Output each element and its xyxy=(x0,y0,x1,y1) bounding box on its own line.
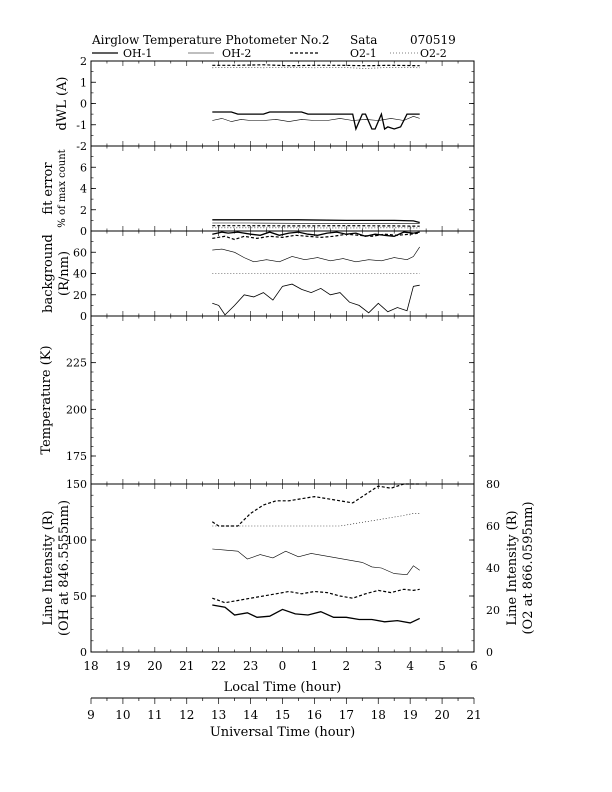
x-tick-label-local: 21 xyxy=(179,659,194,673)
legend-label-oh-2: OH-2 xyxy=(222,47,251,60)
observation-date: 070519 xyxy=(410,33,456,47)
y-tick-label: 4 xyxy=(80,183,87,196)
x-tick-label-ut: 15 xyxy=(275,708,290,722)
x-tick-label-ut: 21 xyxy=(466,708,481,722)
y2-tick-label: 20 xyxy=(486,604,500,617)
legend-label-o2-1: O2-1 xyxy=(350,47,377,60)
x-tick-label-local: 2 xyxy=(343,659,351,673)
panel-frame xyxy=(90,145,475,232)
series-line-o2-1 xyxy=(212,225,420,227)
series-line-o2-2 xyxy=(212,67,420,69)
panel-4: 225 200 175 Temperature (K) xyxy=(39,315,475,485)
y2-tick-label: 0 xyxy=(486,646,493,659)
series-line-o2-1 xyxy=(212,232,420,241)
x-tick-label-local: 5 xyxy=(438,659,446,673)
series-line-oh-2 xyxy=(212,115,420,122)
series-line-oh-1 xyxy=(212,219,420,224)
y-tick-label: 2 xyxy=(80,55,87,68)
panel-frame xyxy=(90,60,475,147)
y-tick-label: 0 xyxy=(80,225,87,238)
x-axis-label-ut: Universal Time (hour) xyxy=(210,725,355,740)
y-tick-label: 100 xyxy=(66,534,87,547)
site-name: Sata xyxy=(350,33,377,47)
y2-tick-label: 40 xyxy=(486,562,500,575)
series-line-oh-1 xyxy=(212,111,420,132)
x-tick-label-local: 3 xyxy=(374,659,382,673)
y-tick-label: -2 xyxy=(76,140,87,153)
panel-frame xyxy=(90,315,475,485)
y-axis-label-secondary: (R/nm) xyxy=(57,251,72,296)
series-line-oh-2 xyxy=(212,548,420,576)
y-tick-label: 20 xyxy=(73,289,87,302)
series-line-oh-2 xyxy=(212,222,420,224)
series-line-oh-1-background xyxy=(212,283,420,316)
y-axis-label: fit error xyxy=(41,162,56,215)
x-tick-label-local: 4 xyxy=(406,659,414,673)
y-tick-label: 2 xyxy=(80,204,87,217)
x-tick-label-local: 23 xyxy=(243,659,258,673)
x-tick-label-ut: 9 xyxy=(87,708,95,722)
y-axis-label: Temperature (K) xyxy=(39,345,54,454)
x-tick-label-ut: 19 xyxy=(403,708,418,722)
series-line-o2-2 xyxy=(212,513,420,527)
y-tick-label: 0 xyxy=(80,98,87,111)
legend-label-o2-2: O2-2 xyxy=(420,47,447,60)
series-line-oh-1 xyxy=(212,604,420,624)
x-tick-label-ut: 14 xyxy=(243,708,259,722)
x-tick-label-ut: 17 xyxy=(339,708,354,722)
series-line-oh-1 xyxy=(212,231,420,237)
y2-axis-label: Line Intensity (R) xyxy=(505,510,520,625)
series-line-oh-dashed xyxy=(212,588,420,604)
legend: OH-1 OH-2 O2-1 O2-2 xyxy=(92,47,447,60)
y-tick-label: 175 xyxy=(66,450,87,463)
y-tick-label: 60 xyxy=(73,246,87,259)
figure-header: Airglow Temperature Photometer No.2 Sata… xyxy=(91,33,456,47)
x-tick-label-ut: 20 xyxy=(434,708,449,722)
x-tick-label-local: 19 xyxy=(115,659,130,673)
x-tick-label-local: 0 xyxy=(279,659,287,673)
y-tick-label: 40 xyxy=(73,268,87,281)
x-tick-label-local: 1 xyxy=(311,659,319,673)
y2-tick-label: 80 xyxy=(486,478,500,491)
y-tick-label: 225 xyxy=(66,357,87,370)
series-line-o2-1 xyxy=(212,64,420,67)
y-tick-label: 200 xyxy=(66,403,87,416)
x-tick-label-ut: 12 xyxy=(179,708,194,722)
x-tick-label-local: 20 xyxy=(147,659,162,673)
x-tick-label-local: 6 xyxy=(470,659,478,673)
legend-label-oh-1: OH-1 xyxy=(123,47,152,60)
x-tick-label-ut: 16 xyxy=(307,708,322,722)
y2-axis-label-secondary: (O2 at 866.0595nm) xyxy=(521,501,536,634)
y-tick-label: 6 xyxy=(80,161,87,174)
y-axis-label: background xyxy=(41,234,56,313)
y-axis-label-secondary: % of max count xyxy=(57,149,68,227)
panel-1: 2 1 0 -1 -2 dWL (A) xyxy=(55,55,475,153)
x-tick-label-ut: 18 xyxy=(371,708,386,722)
y2-tick-label: 60 xyxy=(486,520,500,533)
y-axis-label: Line Intensity (R) xyxy=(41,510,56,625)
series-line-oh-2 xyxy=(212,246,420,263)
panel-2: 6 4 2 0 fit error% of max count xyxy=(41,145,475,238)
x-axis-label-local: Local Time (hour) xyxy=(224,680,342,695)
x-tick-label-ut: 11 xyxy=(147,708,162,722)
y-tick-label: 150 xyxy=(66,478,87,491)
y-tick-label: 1 xyxy=(80,76,87,89)
series-line-o2-1 xyxy=(211,483,420,527)
y-axis-label-secondary: (OH at 846.5555nm) xyxy=(57,500,72,636)
y-axis-label: dWL (A) xyxy=(55,77,70,131)
x-tick-label-ut: 10 xyxy=(115,708,130,722)
y-tick-label: 0 xyxy=(80,646,87,659)
y-tick-label: 50 xyxy=(73,590,87,603)
x-tick-label-ut: 13 xyxy=(211,708,226,722)
panel-3: 60 40 20 0 background (R/nm) xyxy=(41,230,475,323)
y-tick-label: -1 xyxy=(76,119,87,132)
y-tick-label: 0 xyxy=(80,310,87,323)
x-tick-label-local: 18 xyxy=(83,659,98,673)
figure-title: Airglow Temperature Photometer No.2 xyxy=(91,33,330,47)
x-tick-label-local: 22 xyxy=(211,659,226,673)
